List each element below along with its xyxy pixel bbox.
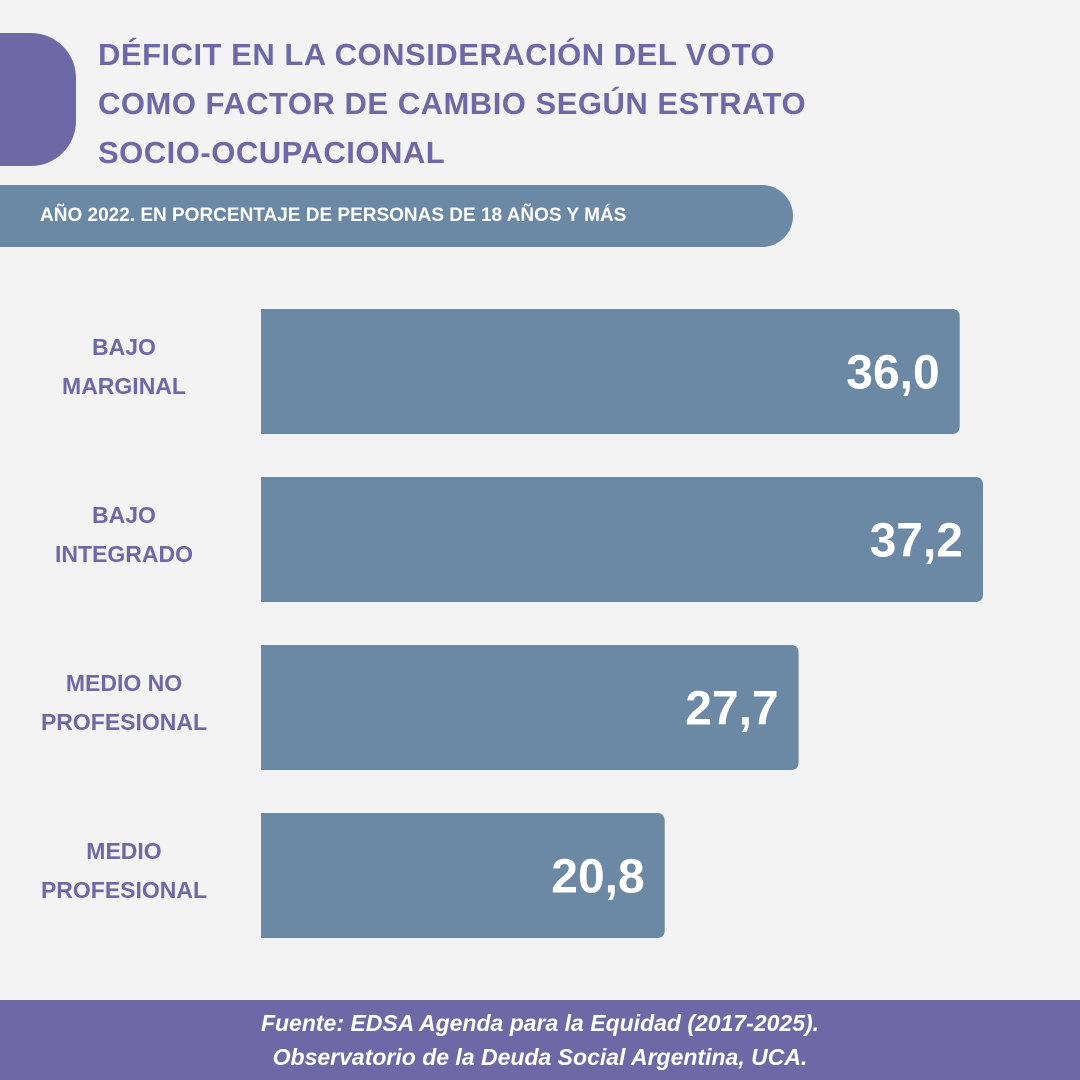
bar-2 [261, 645, 799, 770]
category-label-2-line-1: PROFESIONAL [41, 709, 207, 735]
bar-value-label-0: 36,0 [846, 347, 939, 400]
bar-3 [261, 813, 665, 938]
source-line-2: Observatorio de la Deuda Social Argentin… [272, 1044, 808, 1070]
bar-0 [261, 309, 960, 434]
bar-1 [261, 477, 983, 602]
title-line-1: DÉFICIT EN LA CONSIDERACIÓN DEL VOTO [98, 37, 776, 72]
bar-value-label-2: 27,7 [685, 683, 778, 736]
accent-tab [0, 33, 76, 166]
category-label-1-line-1: INTEGRADO [55, 541, 193, 567]
category-label-0-line-0: BAJO [92, 334, 156, 360]
subtitle-banner: AÑO 2022. EN PORCENTAJE DE PERSONAS DE 1… [0, 185, 793, 247]
title-line-3: SOCIO-OCUPACIONAL [98, 135, 446, 170]
chart-title: DÉFICIT EN LA CONSIDERACIÓN DEL VOTO COM… [98, 30, 998, 177]
source-line-1: Fuente: EDSA Agenda para la Equidad (201… [260, 1010, 820, 1036]
source-footer: Fuente: EDSA Agenda para la Equidad (201… [0, 1000, 1080, 1080]
bar-chart: 36,0 BAJO MARGINAL 37,2 BAJO INTEGRADO 27,7 MED… [41, 309, 983, 938]
chart-subtitle: AÑO 2022. EN PORCENTAJE DE PERSONAS DE 1… [40, 205, 627, 226]
category-label-2-line-0: MEDIO NO [66, 670, 182, 696]
category-label-3-line-0: MEDIO [86, 838, 161, 864]
bar-value-label-1: 37,2 [870, 515, 963, 568]
category-label-1-line-0: BAJO [92, 502, 156, 528]
bar-value-label-3: 20,8 [551, 851, 644, 904]
title-line-2: COMO FACTOR DE CAMBIO SEGÚN ESTRATO [98, 86, 807, 121]
category-label-3-line-1: PROFESIONAL [41, 877, 207, 903]
category-label-0-line-1: MARGINAL [62, 373, 186, 399]
